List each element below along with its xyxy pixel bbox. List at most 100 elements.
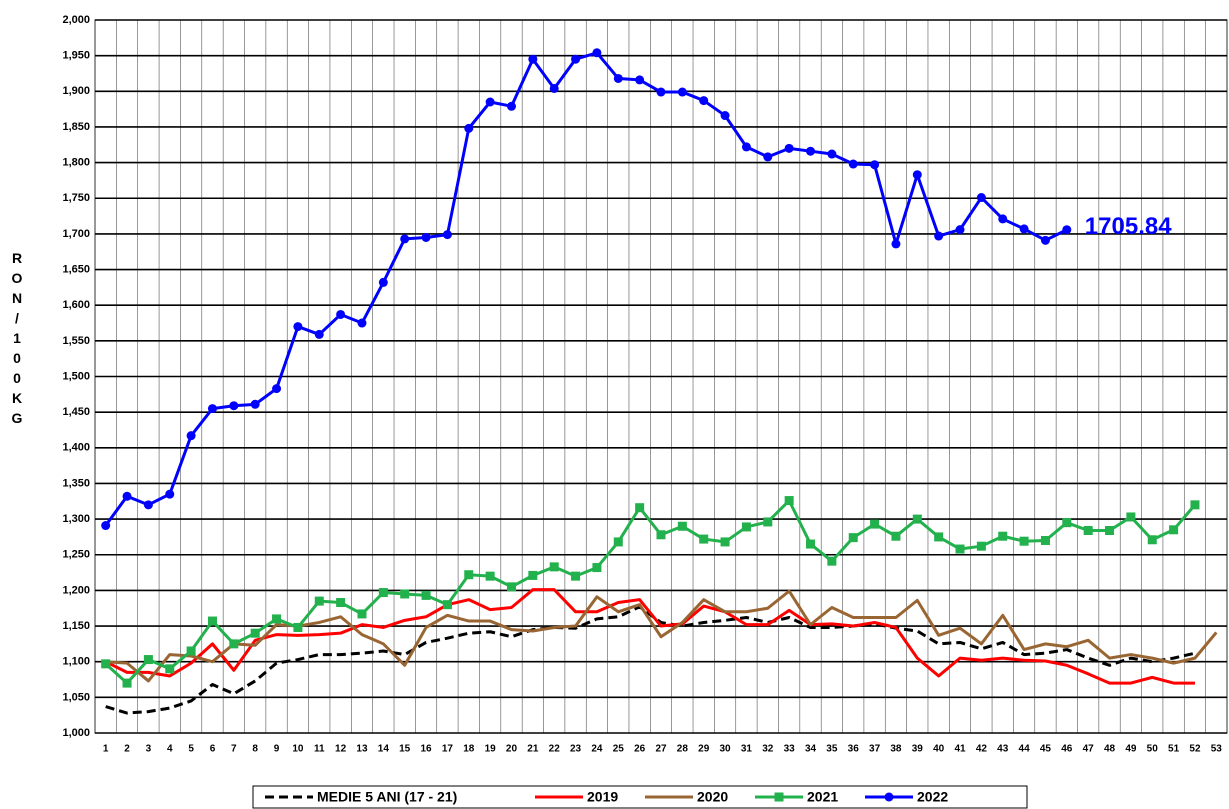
legend-marker	[884, 792, 894, 802]
point	[1126, 512, 1136, 522]
legend-entry: 2022	[865, 789, 948, 805]
point	[336, 598, 346, 608]
x-tick-label: 40	[933, 744, 945, 755]
x-tick-label: 3	[146, 744, 152, 755]
x-tick-label: 22	[549, 744, 561, 755]
point	[848, 159, 858, 169]
point	[1083, 526, 1093, 536]
point	[165, 489, 175, 499]
point	[229, 401, 239, 411]
point	[741, 522, 751, 532]
point	[421, 232, 431, 242]
x-tick-label: 12	[335, 744, 347, 755]
point	[656, 87, 666, 97]
point	[293, 322, 303, 332]
y-axis-label: RON / 100 KG	[11, 250, 23, 426]
point	[442, 230, 452, 240]
x-tick-label: 53	[1211, 744, 1223, 755]
point	[336, 309, 346, 319]
x-tick-label: 14	[378, 744, 390, 755]
x-tick-label: 46	[1061, 744, 1073, 755]
x-tick-label: 33	[784, 744, 796, 755]
point	[421, 590, 431, 600]
x-tick-label: 37	[869, 744, 881, 755]
point	[806, 539, 816, 549]
x-tick-label: 7	[231, 744, 237, 755]
x-tick-label: 26	[634, 744, 646, 755]
point	[976, 193, 986, 203]
x-tick-label: 47	[1083, 744, 1095, 755]
y-tick-label: 1,200	[62, 584, 90, 596]
x-tick-label: 21	[527, 744, 539, 755]
point	[784, 496, 794, 506]
point	[955, 225, 965, 235]
point	[613, 73, 623, 83]
point	[464, 570, 474, 580]
point	[528, 54, 538, 64]
point	[955, 544, 965, 554]
x-tick-label: 18	[463, 744, 475, 755]
point	[528, 570, 538, 580]
x-tick-label: 19	[485, 744, 497, 755]
x-tick-label: 23	[570, 744, 582, 755]
x-tick-label: 41	[954, 744, 966, 755]
x-tick-label: 16	[420, 744, 432, 755]
x-tick-label: 20	[506, 744, 518, 755]
point	[763, 517, 773, 527]
x-tick-label: 44	[1019, 744, 1031, 755]
legend-entry: 2021	[755, 789, 838, 805]
value-label: 1705.84	[1085, 213, 1172, 240]
y-tick-label: 1,550	[62, 335, 90, 347]
point	[314, 329, 324, 339]
point	[592, 563, 602, 573]
x-tick-label: 36	[848, 744, 860, 755]
point	[998, 214, 1008, 224]
point	[571, 54, 581, 64]
y-tick-label: 1,900	[62, 85, 90, 97]
point	[677, 521, 687, 531]
point	[186, 431, 196, 441]
y-tick-label: 1,700	[62, 228, 90, 240]
point	[229, 639, 239, 649]
x-tick-label: 8	[252, 744, 258, 755]
point	[677, 87, 687, 97]
y-tick-label: 1,250	[62, 549, 90, 561]
point	[122, 678, 132, 688]
x-tick-label: 48	[1104, 744, 1116, 755]
point	[976, 541, 986, 551]
x-tick-label: 24	[591, 744, 603, 755]
point	[250, 628, 260, 638]
point	[720, 111, 730, 121]
series-line	[104, 51, 1068, 527]
y-tick-label: 1,600	[62, 299, 90, 311]
legend-label: 2022	[917, 789, 948, 805]
point	[506, 582, 516, 592]
point	[549, 562, 559, 572]
y-tick-label: 1,350	[62, 477, 90, 489]
point	[272, 614, 282, 624]
x-tick-label: 32	[762, 744, 774, 755]
point	[891, 239, 901, 249]
point	[272, 384, 282, 394]
x-tick-label: 49	[1125, 744, 1137, 755]
point	[186, 646, 196, 656]
y-tick-label: 1,750	[62, 192, 90, 204]
y-tick-label: 1,100	[62, 656, 90, 668]
point	[912, 514, 922, 524]
point	[250, 399, 260, 409]
y-tick-label: 1,400	[62, 442, 90, 454]
y-tick-label: 2,000	[62, 14, 90, 26]
point	[1019, 536, 1029, 546]
point	[720, 537, 730, 547]
point	[1040, 235, 1050, 245]
point	[485, 571, 495, 581]
point	[293, 622, 303, 632]
point	[1105, 526, 1115, 536]
x-tick-label: 5	[188, 744, 194, 755]
point	[101, 521, 111, 531]
point	[741, 142, 751, 152]
point	[763, 152, 773, 162]
point	[378, 277, 388, 287]
